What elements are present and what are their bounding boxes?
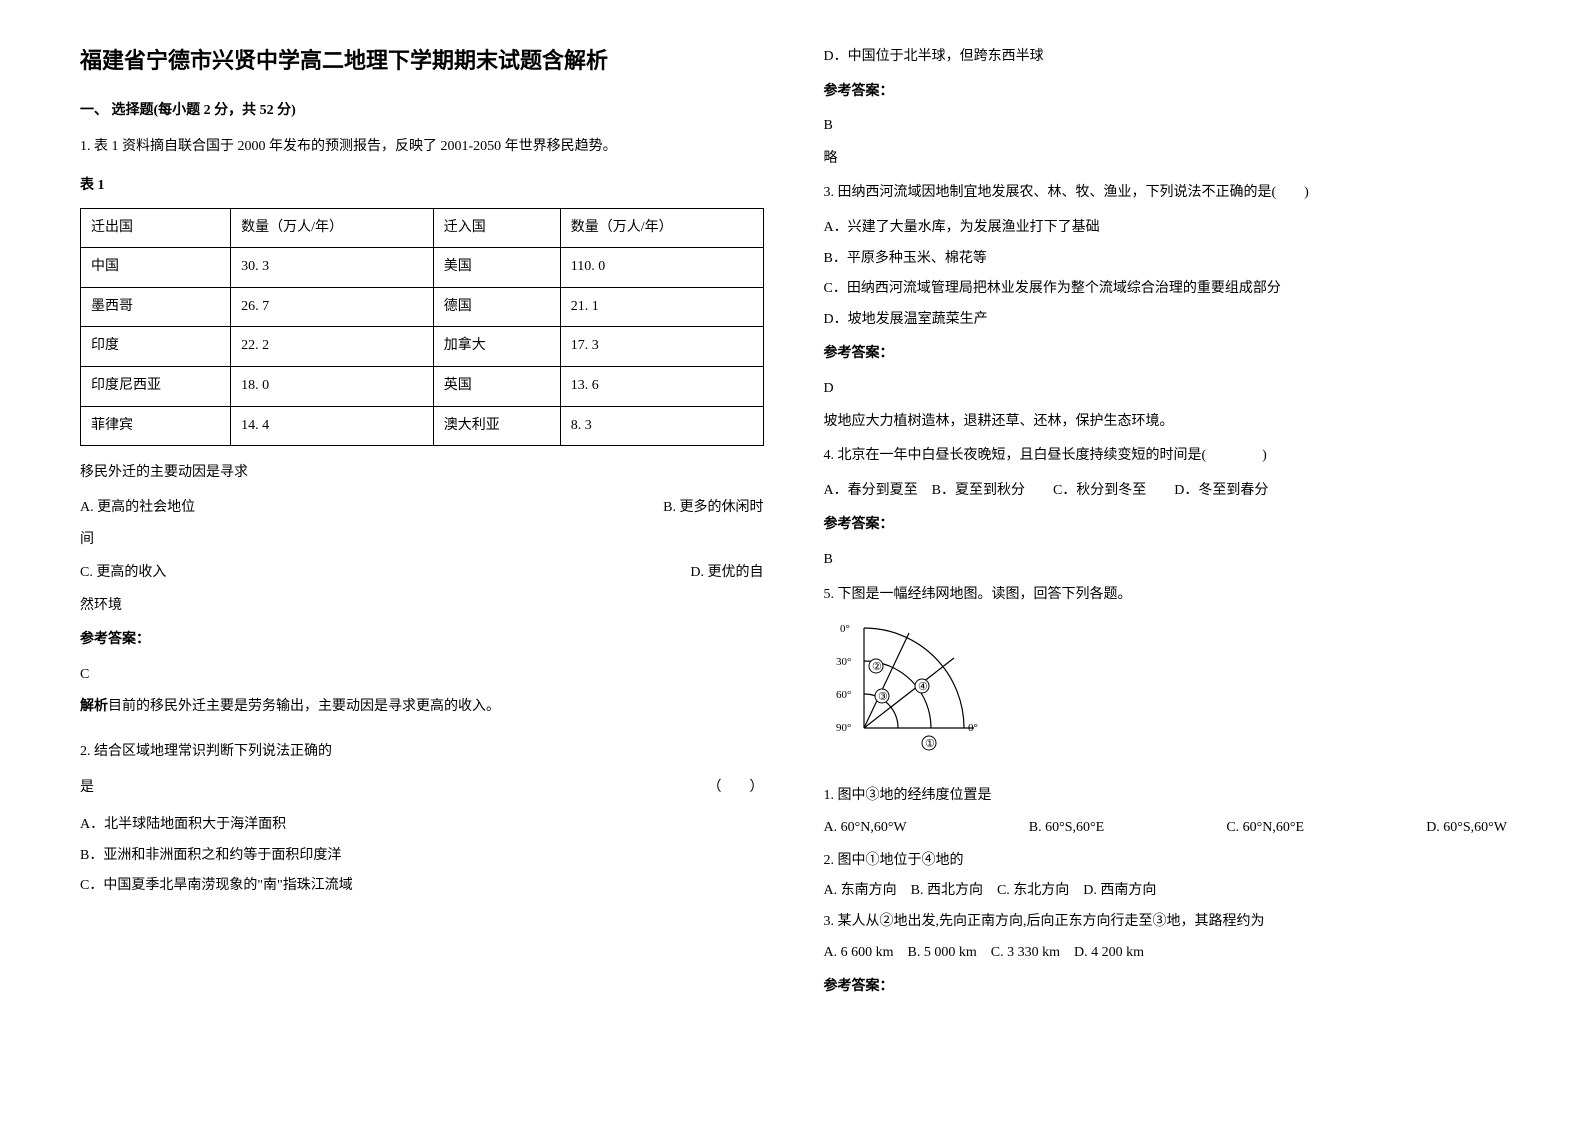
lat0-label: 0° [840, 623, 850, 635]
circ1: ① [925, 738, 935, 750]
left-column: 福建省宁德市兴贤中学高二地理下学期期末试题含解析 一、 选择题(每小题 2 分，… [50, 40, 794, 1082]
q2-stem-row: 是 （ ） [80, 775, 764, 802]
q3-stem: 3. 田纳西河流域因地制宜地发展农、林、牧、渔业，下列说法不正确的是( ) [824, 180, 1508, 207]
table-row: 印度22. 2加拿大17. 3 [81, 327, 764, 367]
q3-explain: 坡地应大力植树造林，退耕还草、还林，保护生态环境。 [824, 409, 1508, 436]
q1-optB-part: B. 更多的休闲时 [663, 495, 763, 522]
th: 迁出国 [81, 208, 231, 248]
circ2: ② [872, 661, 882, 673]
lat60-label: 60° [836, 689, 851, 701]
q5-s1-C: C. 60°N,60°E [1226, 815, 1304, 842]
q1-table-label: 表 1 [80, 173, 764, 200]
table-row: 中国30. 3美国110. 0 [81, 248, 764, 288]
q5-sub3: 3. 某人从②地出发,先向正南方向,后向正东方向行走至③地，其路程约为 [824, 909, 1508, 936]
q1-optD-part: D. 更优的自 [690, 560, 763, 587]
q5-s1-A: A. 60°N,60°W [824, 815, 907, 842]
q4-ans-label: 参考答案： [824, 512, 1508, 539]
lat90-label: 90° [836, 722, 851, 734]
q1-opts-row-ab: A. 更高的社会地位 B. 更多的休闲时 [80, 495, 764, 522]
q2-note: 略 [824, 146, 1508, 173]
q2-paren: （ ） [708, 775, 764, 802]
q1-optA: A. 更高的社会地位 [80, 495, 195, 522]
page-title: 福建省宁德市兴贤中学高二地理下学期期末试题含解析 [80, 40, 764, 82]
lonR-label: 0° [968, 722, 978, 734]
q3-optD: D．坡地发展温室蔬菜生产 [824, 307, 1508, 334]
q1-explain: 解析目前的移民外迁主要是劳务输出，主要动因是寻求更高的收入。 [80, 694, 764, 721]
q1-table: 迁出国 数量（万人/年） 迁入国 数量（万人/年） 中国30. 3美国110. … [80, 208, 764, 447]
circ4: ④ [918, 681, 928, 693]
q2-stem-b: 是 [80, 775, 94, 802]
q5-diagram: 0° 30° 60° 90° 0° ① ② ③ ④ [834, 618, 1508, 769]
q2-stem-a: 2. 结合区域地理常识判断下列说法正确的 [80, 739, 764, 766]
q2-ans-label: 参考答案： [824, 79, 1508, 106]
q3-ans-label: 参考答案： [824, 341, 1508, 368]
q1-optC: C. 更高的收入 [80, 560, 166, 587]
lat30-label: 30° [836, 656, 851, 668]
q1-optB-wrap: 间 [80, 527, 764, 554]
th: 数量（万人/年） [560, 208, 763, 248]
circ3: ③ [878, 691, 888, 703]
q5-s1-B: B. 60°S,60°E [1029, 815, 1104, 842]
q5-sub3-opts: A. 6 600 km B. 5 000 km C. 3 330 km D. 4… [824, 940, 1508, 967]
table-header-row: 迁出国 数量（万人/年） 迁入国 数量（万人/年） [81, 208, 764, 248]
latlon-diagram-svg: 0° 30° 60° 90° 0° ① ② ③ ④ [834, 618, 1014, 758]
q1-stem: 1. 表 1 资料摘自联合国于 2000 年发布的预测报告，反映了 2001-2… [80, 134, 764, 161]
q1-sub: 移民外迁的主要动因是寻求 [80, 460, 764, 487]
q5-s1-D: D. 60°S,60°W [1426, 815, 1507, 842]
q4-opts: A．春分到夏至 B．夏至到秋分 C．秋分到冬至 D．冬至到春分 [824, 478, 1508, 505]
q5-ans-label: 参考答案： [824, 974, 1508, 1001]
explain-label: 解析 [80, 699, 108, 714]
q2-ans: B [824, 113, 1508, 140]
q1-opts-row-cd: C. 更高的收入 D. 更优的自 [80, 560, 764, 587]
q1-ans-label: 参考答案： [80, 627, 764, 654]
right-column: D．中国位于北半球，但跨东西半球 参考答案： B 略 3. 田纳西河流域因地制宜… [794, 40, 1538, 1082]
q5-sub1: 1. 图中③地的经纬度位置是 [824, 783, 1508, 810]
q1-ans: C [80, 662, 764, 689]
q1-optD-wrap: 然环境 [80, 593, 764, 620]
q5-stem: 5. 下图是一幅经纬网地图。读图，回答下列各题。 [824, 582, 1508, 609]
th: 迁入国 [433, 208, 560, 248]
q2-optD: D．中国位于北半球，但跨东西半球 [824, 44, 1508, 71]
q3-optA: A．兴建了大量水库，为发展渔业打下了基础 [824, 215, 1508, 242]
table-row: 印度尼西亚18. 0英国13. 6 [81, 366, 764, 406]
q2-optC: C．中国夏季北旱南涝现象的"南"指珠江流域 [80, 873, 764, 900]
section-header: 一、 选择题(每小题 2 分，共 52 分) [80, 98, 764, 125]
explain-text: 目前的移民外迁主要是劳务输出，主要动因是寻求更高的收入。 [108, 699, 500, 714]
q5-sub2-opts: A. 东南方向 B. 西北方向 C. 东北方向 D. 西南方向 [824, 878, 1508, 905]
q3-ans: D [824, 376, 1508, 403]
q4-ans: B [824, 547, 1508, 574]
table-row: 墨西哥26. 7德国21. 1 [81, 287, 764, 327]
q5-sub2: 2. 图中①地位于④地的 [824, 848, 1508, 875]
q3-optB: B．平原多种玉米、棉花等 [824, 246, 1508, 273]
q5-sub1-opts: A. 60°N,60°W B. 60°S,60°E C. 60°N,60°E D… [824, 815, 1508, 842]
q2-optB: B．亚洲和非洲面积之和约等于面积印度洋 [80, 843, 764, 870]
q4-stem: 4. 北京在一年中白昼长夜晚短，且白昼长度持续变短的时间是( ) [824, 443, 1508, 470]
q2-optA: A．北半球陆地面积大于海洋面积 [80, 812, 764, 839]
q3-optC: C．田纳西河流域管理局把林业发展作为整个流域综合治理的重要组成部分 [824, 276, 1508, 303]
table-row: 菲律宾14. 4澳大利亚8. 3 [81, 406, 764, 446]
th: 数量（万人/年） [231, 208, 434, 248]
